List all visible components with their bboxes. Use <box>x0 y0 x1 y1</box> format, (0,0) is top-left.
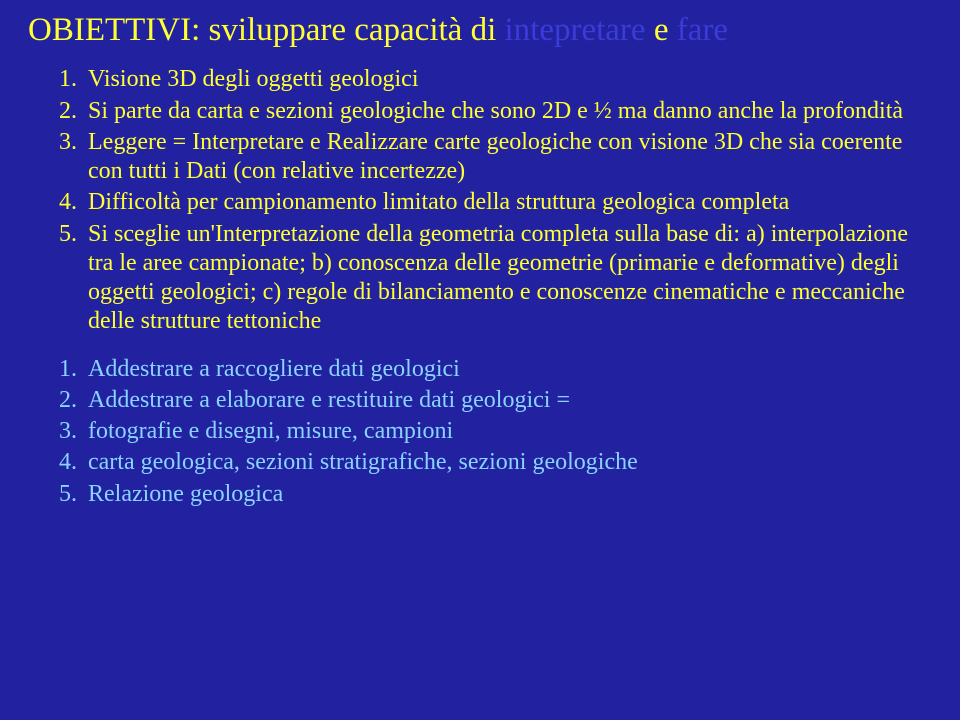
lower-list: Addestrare a raccogliere dati geologici … <box>28 355 932 509</box>
list-item-text: Leggere = Interpretare e Realizzare cart… <box>88 129 902 184</box>
list-item: Leggere = Interpretare e Realizzare cart… <box>83 128 932 187</box>
list-item: fotografie e disegni, misure, campioni <box>83 417 932 446</box>
list-item-text: carta geologica, sezioni stratigrafiche,… <box>88 449 638 475</box>
title-emph-2: fare <box>677 12 728 48</box>
title-prefix: OBIETTIVI: sviluppare capacità di <box>28 12 505 48</box>
list-item: Addestrare a elaborare e restituire dati… <box>83 386 932 415</box>
list-item: Difficoltà per campionamento limitato de… <box>83 188 932 217</box>
list-item: Si parte da carta e sezioni geologiche c… <box>83 97 932 126</box>
list-item-text: Si sceglie un'Interpretazione della geom… <box>88 221 908 335</box>
list-item: Visione 3D degli oggetti geologici <box>83 65 932 94</box>
list-item-text: Addestrare a elaborare e restituire dati… <box>88 387 570 413</box>
slide-title: OBIETTIVI: sviluppare capacità di intepr… <box>28 10 932 65</box>
title-mid: e <box>646 12 677 48</box>
list-item: Addestrare a raccogliere dati geologici <box>83 355 932 384</box>
upper-list: Visione 3D degli oggetti geologici Si pa… <box>28 65 932 336</box>
list-item-text: Difficoltà per campionamento limitato de… <box>88 189 789 215</box>
list-item: carta geologica, sezioni stratigrafiche,… <box>83 448 932 477</box>
slide-container: OBIETTIVI: sviluppare capacità di intepr… <box>0 0 960 720</box>
list-item-text: Visione 3D degli oggetti geologici <box>88 66 419 92</box>
list-item-text: Si parte da carta e sezioni geologiche c… <box>88 98 903 124</box>
list-item-text: fotografie e disegni, misure, campioni <box>88 418 453 444</box>
list-item: Si sceglie un'Interpretazione della geom… <box>83 220 932 337</box>
title-emph-1: intepretare <box>505 12 646 48</box>
list-item-text: Addestrare a raccogliere dati geologici <box>88 356 460 382</box>
list-item: Relazione geologica <box>83 480 932 509</box>
list-item-text: Relazione geologica <box>88 481 283 507</box>
